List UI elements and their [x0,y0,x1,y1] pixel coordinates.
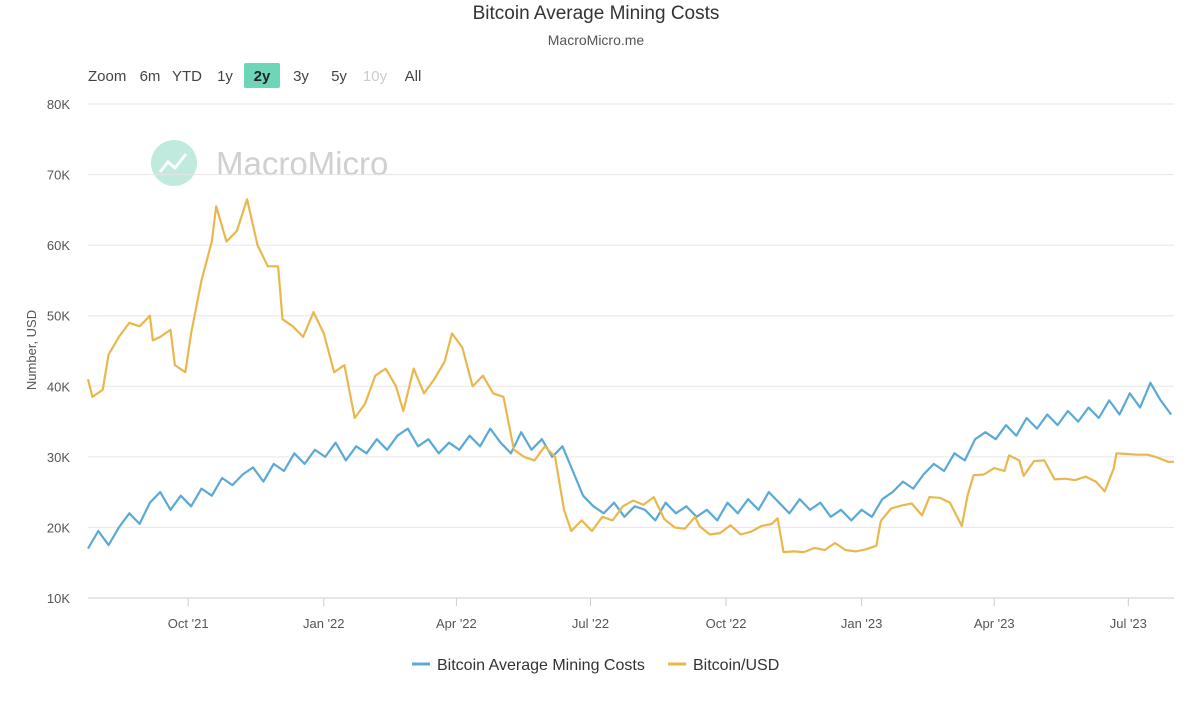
range-button-3y[interactable]: 3y [293,68,309,85]
grid [88,103,1174,599]
range-button-YTD[interactable]: YTD [172,68,202,85]
range-selector: Zoom 6m YTD 1y 2y 3y 5y 10y All [88,63,421,88]
x-tick-label: Jul '23 [1110,616,1147,631]
x-tick-label: Oct '22 [706,616,747,631]
y-axis: 10K 20K 30K 40K 50K 60K 70K 80K [47,97,70,606]
watermark-logo-icon [151,140,197,186]
series-group [86,198,1174,554]
y-tick-label: 70K [47,168,70,183]
watermark-text: MacroMicro [216,145,388,182]
y-tick-label: 60K [47,238,70,253]
watermark-logo-chart-icon [158,153,188,173]
zoom-label: Zoom [88,68,126,85]
chart-subtitle: MacroMicro.me [548,32,645,48]
y-tick-label: 80K [47,97,70,112]
range-button-2y[interactable]: 2y [254,68,271,85]
y-tick-label: 30K [47,450,70,465]
y-tick-label: 50K [47,309,70,324]
series-line-bitcoin-usd [86,198,1174,554]
y-axis-title: Number, USD [24,310,39,390]
chart-title: Bitcoin Average Mining Costs [473,3,720,24]
x-tick-label: Apr '22 [436,616,477,631]
legend-item-mining-costs[interactable]: Bitcoin Average Mining Costs [437,657,645,674]
range-button-All[interactable]: All [405,68,422,85]
range-button-5y[interactable]: 5y [331,68,347,85]
y-tick-label: 40K [47,379,70,394]
range-button-10y: 10y [363,68,388,85]
x-axis: Oct '21 Jan '22 Apr '22 Jul '22 Oct '22 Jan '… [168,598,1147,631]
y-tick-label: 10K [47,591,70,606]
x-tick-label: Apr '23 [974,616,1015,631]
legend: Bitcoin Average Mining Costs Bitcoin/USD [412,657,779,674]
watermark: MacroMicro [151,140,388,186]
x-tick-label: Jul '22 [572,616,609,631]
x-tick-label: Oct '21 [168,616,209,631]
y-tick-label: 20K [47,520,70,535]
legend-item-bitcoin-usd[interactable]: Bitcoin/USD [693,657,779,674]
range-button-1y[interactable]: 1y [217,68,233,85]
range-button-6m[interactable]: 6m [140,68,161,85]
series-line-mining-costs [87,381,1172,550]
x-tick-label: Jan '23 [841,616,883,631]
x-tick-label: Jan '22 [303,616,345,631]
range-button-2y-bg [244,63,280,88]
